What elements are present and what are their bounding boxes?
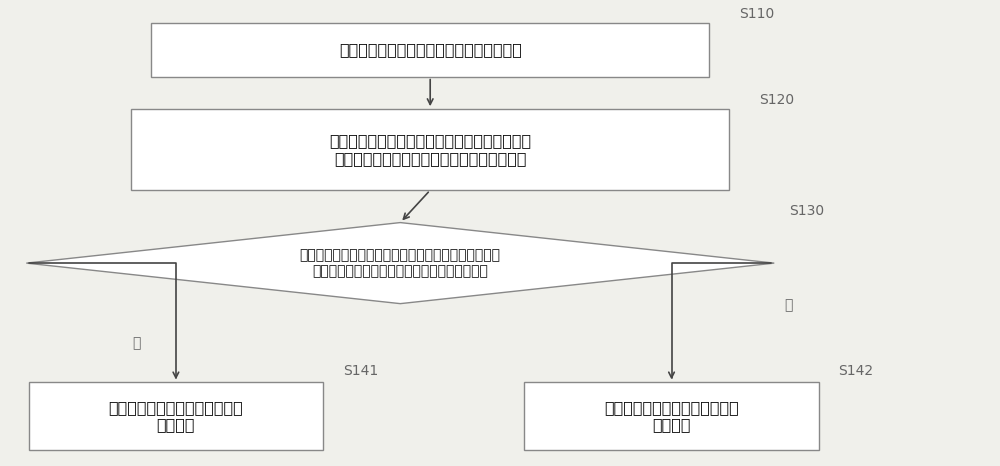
FancyBboxPatch shape [131,109,729,190]
Text: S142: S142 [839,364,874,378]
Text: 分析所述下一帧画面信息中红色子像素、绿色子
像素、蓝色子像素在每个像素中的占主导情况: 分析所述下一帧画面信息中红色子像素、绿色子 像素、蓝色子像素在每个像素中的占主导… [329,133,531,166]
Text: S110: S110 [739,7,775,21]
FancyBboxPatch shape [29,383,323,450]
Text: S130: S130 [789,204,824,218]
Text: 背光亮度以第一亮度阶数调节到
目标亮度: 背光亮度以第一亮度阶数调节到 目标亮度 [109,400,243,432]
Text: S141: S141 [343,364,378,378]
Text: 获得调节区域即将切换到的下一帧画面信息: 获得调节区域即将切换到的下一帧画面信息 [339,42,522,57]
Text: 背光亮度以第二亮度阶数调节到
目光亮度: 背光亮度以第二亮度阶数调节到 目光亮度 [604,400,739,432]
Polygon shape [26,223,774,304]
Text: 否: 否 [784,298,793,312]
Text: 是: 是 [132,336,140,350]
Text: S120: S120 [759,93,794,107]
FancyBboxPatch shape [151,23,709,77]
FancyBboxPatch shape [524,383,819,450]
Text: 判断所述绿色子像素占主导情况的占比是否大于或等于
红色子像素和蓝色子像素占主导情况的占比之和: 判断所述绿色子像素占主导情况的占比是否大于或等于 红色子像素和蓝色子像素占主导情… [300,248,501,278]
